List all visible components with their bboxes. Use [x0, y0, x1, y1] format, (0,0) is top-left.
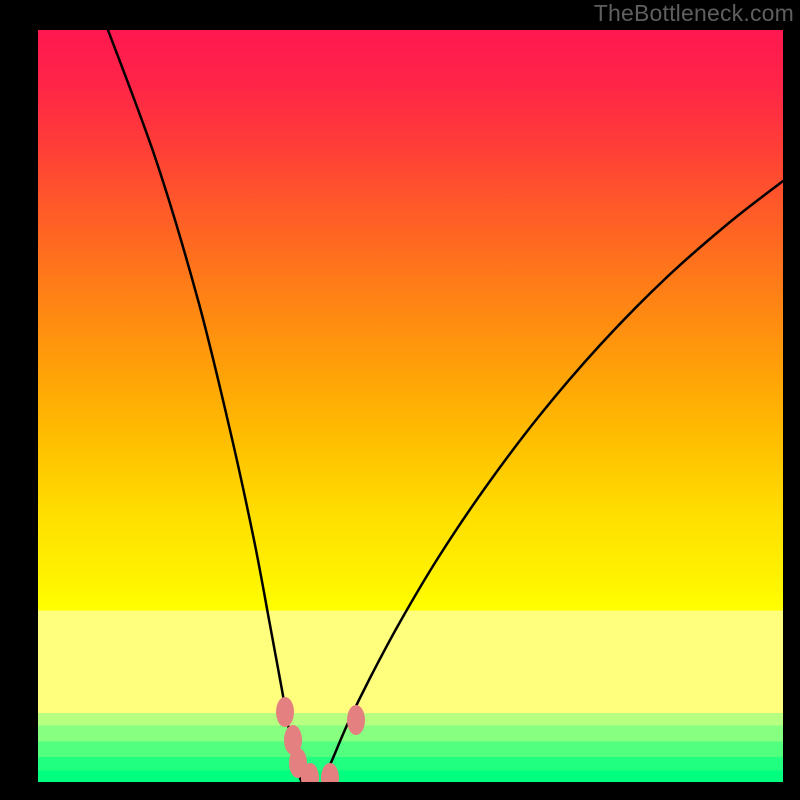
curve-layer	[38, 30, 783, 782]
plot-area	[38, 30, 783, 782]
chart-canvas: TheBottleneck.com	[0, 0, 800, 800]
watermark-text: TheBottleneck.com	[594, 0, 794, 27]
data-marker	[321, 763, 339, 782]
curve-right-branch	[323, 181, 783, 781]
curve-left-branch	[108, 30, 301, 781]
data-marker	[276, 697, 294, 727]
data-marker	[347, 705, 365, 735]
